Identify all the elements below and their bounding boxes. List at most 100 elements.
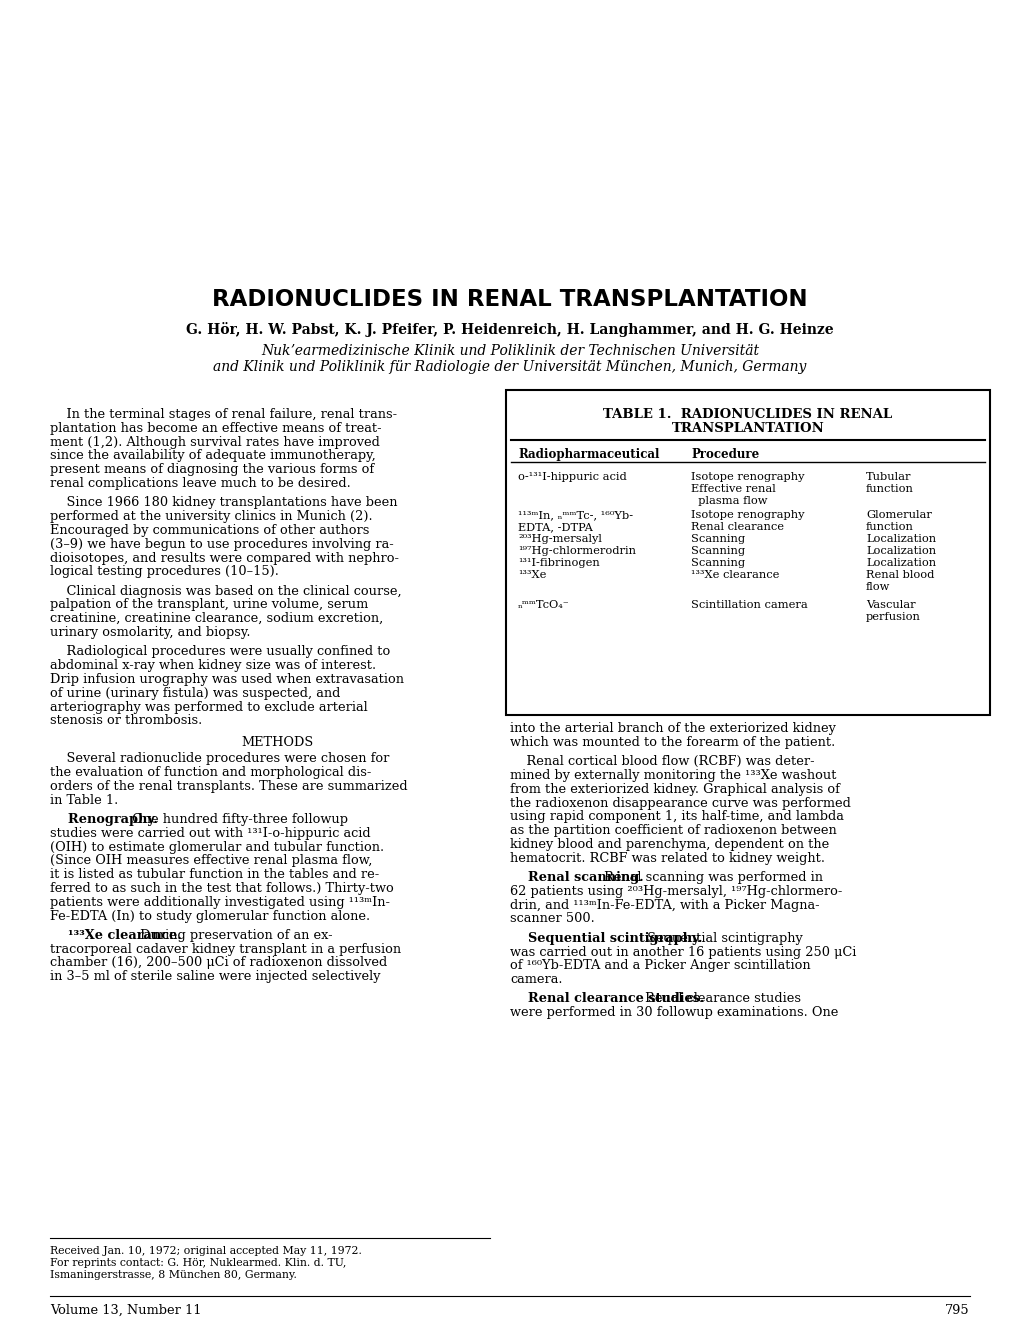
Text: During preservation of an ex-: During preservation of an ex- [136,929,332,942]
Text: 795: 795 [945,1304,969,1317]
Text: Procedure: Procedure [690,447,758,461]
Text: ment (1,2). Although survival rates have improved: ment (1,2). Although survival rates have… [50,436,379,449]
Text: was carried out in another 16 patients using 250 μCi: was carried out in another 16 patients u… [510,945,856,958]
Text: ferred to as such in the test that follows.) Thirty-two: ferred to as such in the test that follo… [50,882,393,895]
Text: from the exteriorized kidney. Graphical analysis of: from the exteriorized kidney. Graphical … [510,783,839,796]
Text: camera.: camera. [510,973,561,986]
Text: RADIONUCLIDES IN RENAL TRANSPLANTATION: RADIONUCLIDES IN RENAL TRANSPLANTATION [212,288,807,312]
Text: palpation of the transplant, urine volume, serum: palpation of the transplant, urine volum… [50,598,368,611]
Text: Encouraged by communications of other authors: Encouraged by communications of other au… [50,524,369,537]
Text: Ismaningerstrasse, 8 München 80, Germany.: Ismaningerstrasse, 8 München 80, Germany… [50,1270,297,1280]
Text: In the terminal stages of renal failure, renal trans-: In the terminal stages of renal failure,… [50,408,396,421]
Text: Scintillation camera: Scintillation camera [690,601,807,610]
Text: Scanning: Scanning [690,546,745,556]
Text: present means of diagnosing the various forms of: present means of diagnosing the various … [50,463,374,477]
Text: Sequential scintigraphy: Sequential scintigraphy [642,932,802,945]
Text: ²⁰³Hg-mersalyl: ²⁰³Hg-mersalyl [518,535,601,544]
Text: Isotope renography: Isotope renography [690,510,804,520]
Text: Isotope renography: Isotope renography [690,473,804,482]
Text: perfusion: perfusion [865,612,920,622]
Text: Fe-EDTA (In) to study glomerular function alone.: Fe-EDTA (In) to study glomerular functio… [50,909,370,923]
Text: Vascular: Vascular [865,601,915,610]
Text: performed at the university clinics in Munich (2).: performed at the university clinics in M… [50,510,372,523]
Text: TABLE 1.  RADIONUCLIDES IN RENAL: TABLE 1. RADIONUCLIDES IN RENAL [603,408,892,421]
Text: Renal clearance: Renal clearance [690,521,784,532]
Text: as the partition coefficient of radioxenon between: as the partition coefficient of radioxen… [510,824,836,837]
Text: (Since OIH measures effective renal plasma flow,: (Since OIH measures effective renal plas… [50,854,372,867]
Text: mined by externally monitoring the ¹³³Xe washout: mined by externally monitoring the ¹³³Xe… [510,770,836,781]
Text: hematocrit. RCBF was related to kidney weight.: hematocrit. RCBF was related to kidney w… [510,851,824,865]
Text: since the availability of adequate immunotherapy,: since the availability of adequate immun… [50,449,375,462]
Text: function: function [865,521,913,532]
Bar [505,389,989,715]
Text: chamber (16), 200–500 μCi of radioxenon dissolved: chamber (16), 200–500 μCi of radioxenon … [50,957,387,969]
Text: of urine (urinary fistula) was suspected, and: of urine (urinary fistula) was suspected… [50,686,340,700]
Text: Renal scanning was performed in: Renal scanning was performed in [599,871,822,884]
Text: Sequential scintigraphy.: Sequential scintigraphy. [510,932,702,945]
Text: drin, and ¹¹³ᵐIn-Fe-EDTA, with a Picker Magna-: drin, and ¹¹³ᵐIn-Fe-EDTA, with a Picker … [510,899,819,912]
Text: Localization: Localization [865,535,935,544]
Text: o-¹³¹I-hippuric acid: o-¹³¹I-hippuric acid [518,473,626,482]
Text: stenosis or thrombosis.: stenosis or thrombosis. [50,714,202,727]
Text: ¹³³Xe clearance: ¹³³Xe clearance [690,570,779,579]
Text: For reprints contact: G. Hör, Nuklearmed. Klin. d. TU,: For reprints contact: G. Hör, Nuklearmed… [50,1258,346,1269]
Text: of ¹⁶⁰Yb-EDTA and a Picker Anger scintillation: of ¹⁶⁰Yb-EDTA and a Picker Anger scintil… [510,960,810,973]
Text: Radiopharmaceutical: Radiopharmaceutical [518,447,658,461]
Text: Renography.: Renography. [50,813,158,826]
Text: Scanning: Scanning [690,558,745,568]
Text: METHODS: METHODS [242,737,313,750]
Text: ¹³³Xe: ¹³³Xe [518,570,546,579]
Text: G. Hör, H. W. Pabst, K. J. Pfeifer, P. Heidenreich, H. Langhammer, and H. G. Hei: G. Hör, H. W. Pabst, K. J. Pfeifer, P. H… [186,322,833,337]
Text: Radiological procedures were usually confined to: Radiological procedures were usually con… [50,645,390,659]
Text: studies were carried out with ¹³¹I-o-hippuric acid: studies were carried out with ¹³¹I-o-hip… [50,826,370,840]
Text: function: function [865,484,913,494]
Text: scanner 500.: scanner 500. [510,912,594,925]
Text: and Klinik und Poliklinik für Radiologie der Universität München, Munich, German: and Klinik und Poliklinik für Radiologie… [213,360,806,374]
Text: TRANSPLANTATION: TRANSPLANTATION [671,422,823,436]
Text: it is listed as tubular function in the tables and re-: it is listed as tubular function in the … [50,869,379,882]
Text: Effective renal: Effective renal [690,484,775,494]
Text: the radioxenon disappearance curve was performed: the radioxenon disappearance curve was p… [510,796,850,809]
Text: abdominal x-ray when kidney size was of interest.: abdominal x-ray when kidney size was of … [50,659,376,672]
Text: One hundred fifty-three followup: One hundred fifty-three followup [127,813,347,826]
Text: Drip infusion urography was used when extravasation: Drip infusion urography was used when ex… [50,673,404,686]
Text: orders of the renal transplants. These are summarized: orders of the renal transplants. These a… [50,780,408,793]
Text: Renal cortical blood flow (RCBF) was deter-: Renal cortical blood flow (RCBF) was det… [510,755,814,768]
Text: ¹⁹⁷Hg-chlormerodrin: ¹⁹⁷Hg-chlormerodrin [518,546,636,556]
Text: Tubular: Tubular [865,473,911,482]
Text: arteriography was performed to exclude arterial: arteriography was performed to exclude a… [50,701,368,714]
Text: Renal clearance studies.: Renal clearance studies. [510,993,703,1006]
Text: Several radionuclide procedures were chosen for: Several radionuclide procedures were cho… [50,752,389,766]
Text: Localization: Localization [865,558,935,568]
Text: the evaluation of function and morphological dis-: the evaluation of function and morpholog… [50,766,371,779]
Text: ¹³¹I-fibrinogen: ¹³¹I-fibrinogen [518,558,599,568]
Text: renal complications leave much to be desired.: renal complications leave much to be des… [50,477,351,490]
Text: Localization: Localization [865,546,935,556]
Text: EDTA, -DTPA: EDTA, -DTPA [518,521,592,532]
Text: tracorporeal cadaver kidney transplant in a perfusion: tracorporeal cadaver kidney transplant i… [50,942,400,956]
Text: creatinine, creatinine clearance, sodium excretion,: creatinine, creatinine clearance, sodium… [50,612,383,626]
Text: dioisotopes, and results were compared with nephro-: dioisotopes, and results were compared w… [50,552,398,565]
Text: plantation has become an effective means of treat-: plantation has become an effective means… [50,422,381,434]
Text: flow: flow [865,582,890,591]
Text: Scanning: Scanning [690,535,745,544]
Text: into the arterial branch of the exteriorized kidney: into the arterial branch of the exterior… [510,722,835,735]
Text: ¹³³Xe clearance.: ¹³³Xe clearance. [50,929,181,942]
Text: Clinical diagnosis was based on the clinical course,: Clinical diagnosis was based on the clin… [50,585,401,598]
Text: (3–9) we have begun to use procedures involving ra-: (3–9) we have begun to use procedures in… [50,537,393,550]
Text: in Table 1.: in Table 1. [50,793,118,807]
Text: patients were additionally investigated using ¹¹³ᵐIn-: patients were additionally investigated … [50,896,389,908]
Text: Renal blood: Renal blood [865,570,933,579]
Text: Renal scanning.: Renal scanning. [510,871,643,884]
Text: logical testing procedures (10–15).: logical testing procedures (10–15). [50,565,278,578]
Text: ₙᵐᵐTcO₄⁻: ₙᵐᵐTcO₄⁻ [518,601,570,610]
Text: plasma flow: plasma flow [690,496,766,506]
Text: Since 1966 180 kidney transplantations have been: Since 1966 180 kidney transplantations h… [50,496,397,510]
Text: which was mounted to the forearm of the patient.: which was mounted to the forearm of the … [510,735,835,748]
Text: urinary osmolarity, and biopsy.: urinary osmolarity, and biopsy. [50,626,251,639]
Text: in 3–5 ml of sterile saline were injected selectively: in 3–5 ml of sterile saline were injecte… [50,970,380,983]
Text: 62 patients using ²⁰³Hg-mersalyl, ¹⁹⁷Hg-chlormero-: 62 patients using ²⁰³Hg-mersalyl, ¹⁹⁷Hg-… [510,884,842,898]
Text: Nukʼearmedizinische Klinik und Poliklinik der Technischen Universität: Nukʼearmedizinische Klinik und Poliklini… [261,345,758,358]
Text: (OIH) to estimate glomerular and tubular function.: (OIH) to estimate glomerular and tubular… [50,841,384,854]
Text: kidney blood and parenchyma, dependent on the: kidney blood and parenchyma, dependent o… [510,838,828,851]
